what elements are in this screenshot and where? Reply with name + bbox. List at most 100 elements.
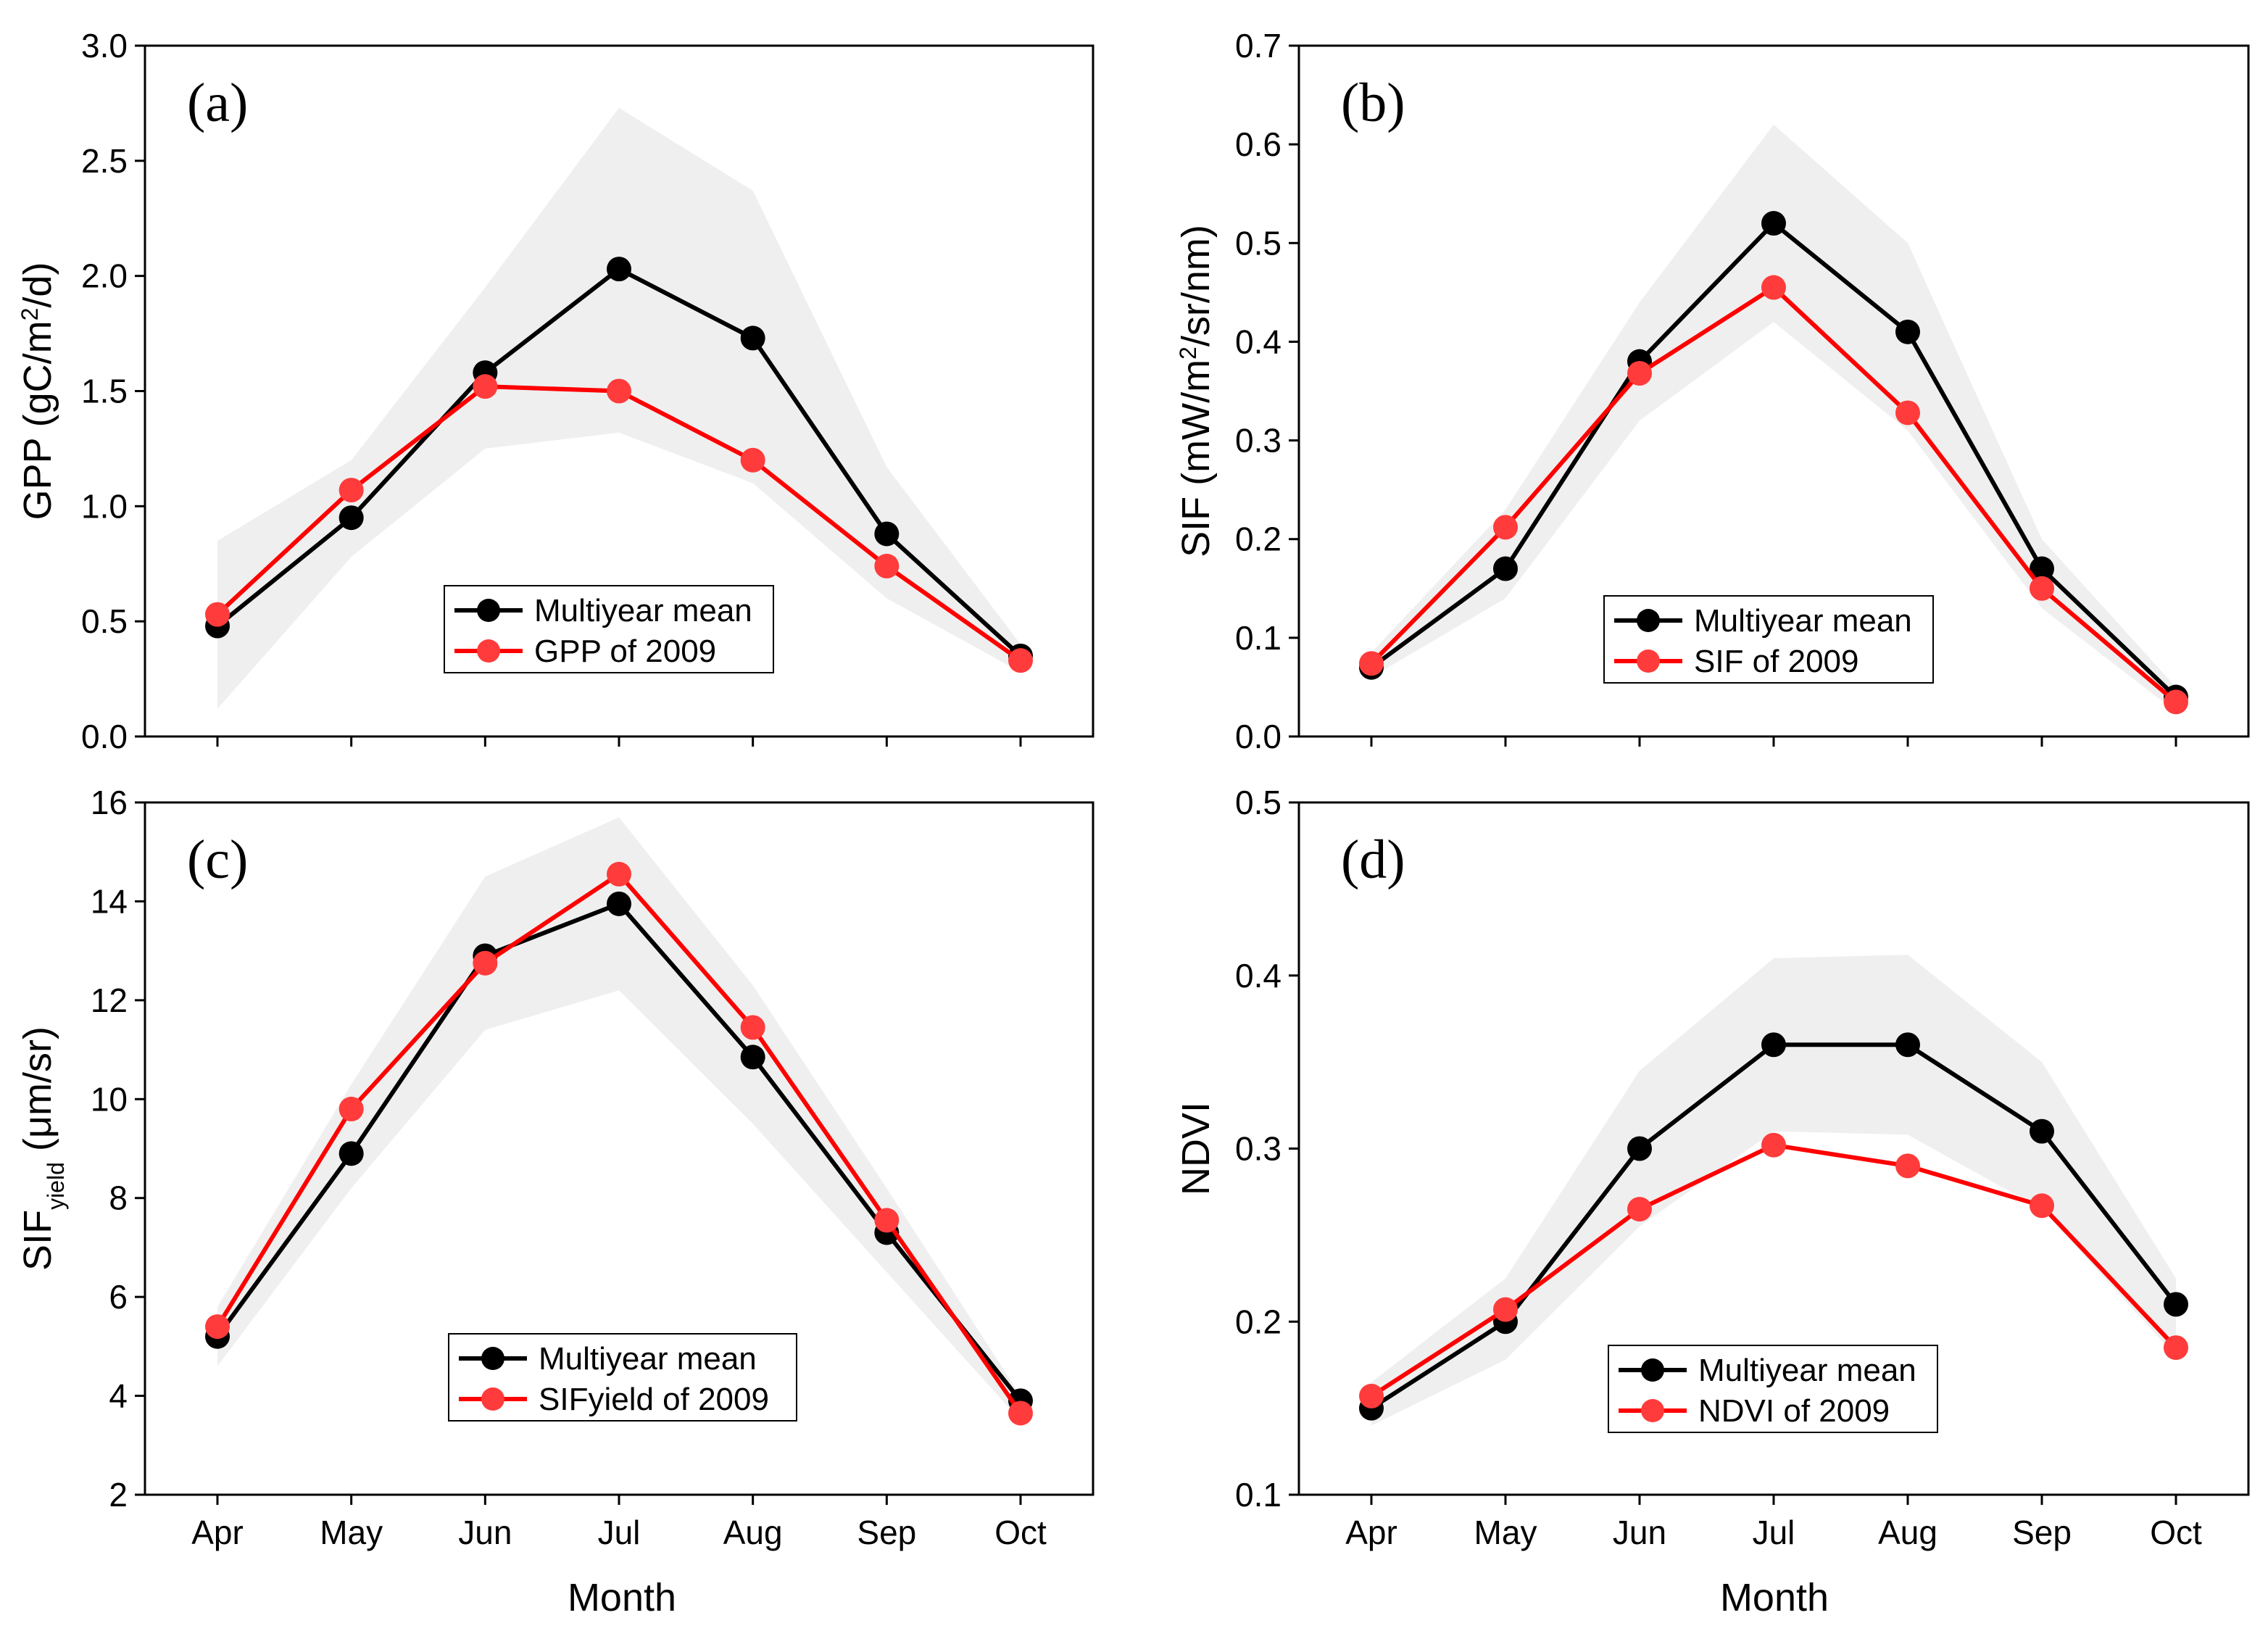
data-point	[205, 1314, 230, 1340]
data-point	[1008, 648, 1033, 673]
series-year-2009	[205, 374, 1033, 673]
data-point	[2030, 1119, 2054, 1144]
series-year-2009	[1359, 1132, 2188, 1408]
chart-panel-b: 0.0 0.1 0.2 0.3 0.4 0.5 0.6 0.7 SIF (mW/m2/sr/nm…	[1174, 27, 2250, 755]
data-point	[607, 861, 631, 887]
legend-marker	[1637, 609, 1660, 632]
legend-label: Multiyear mean	[1694, 603, 1912, 639]
data-point	[338, 1141, 364, 1166]
chart-panel-d: 0.1 0.2 0.3 0.4 0.5 Apr May Jun Jul Aug Sep Oct NDVI…	[1174, 784, 2250, 1551]
variability-band	[217, 107, 1021, 709]
y-tick-label: 0.5	[81, 602, 128, 640]
y-axis-title-main: NDVI	[1174, 1102, 1218, 1195]
y-tick-label: 0.4	[1235, 323, 1282, 360]
x-tick-label: Jul	[1753, 1514, 1795, 1551]
y-tick-label: 0.0	[81, 718, 128, 755]
series-year-2009	[1359, 275, 2188, 715]
data-point	[1761, 1032, 1786, 1058]
y-tick-label: 3.0	[81, 27, 128, 65]
legend-marker	[481, 1387, 504, 1411]
data-point	[1627, 1136, 1652, 1161]
data-point	[1761, 275, 1786, 300]
y-tick-label: 6	[109, 1278, 128, 1316]
data-point	[473, 374, 498, 399]
x-tick-label: Jul	[598, 1514, 641, 1551]
y-tick-label: 8	[109, 1179, 128, 1217]
data-point	[2030, 556, 2054, 581]
x-tick-label: May	[320, 1514, 383, 1551]
y-tick-label: 1.0	[81, 487, 128, 525]
y-axis-title-main: SIF	[16, 1210, 59, 1271]
panel-label: (b)	[1341, 72, 1405, 133]
data-point	[1761, 211, 1786, 236]
series-year-2009	[205, 861, 1033, 1426]
y-tick-label: 4	[109, 1377, 128, 1415]
x-tick-label: Aug	[1878, 1514, 1937, 1551]
legend-box	[444, 585, 774, 673]
y-tick-label: 0.5	[1235, 784, 1282, 821]
legend: Multiyear mean SIF of 2009	[1603, 595, 1934, 684]
legend-box	[448, 1333, 797, 1422]
x-tick-label: Oct	[994, 1514, 1047, 1551]
y-axis-title: GPP (gC/m2/d)	[16, 262, 59, 520]
y-axis-title: SIFyield (μm/sr)	[16, 1026, 69, 1271]
y-tick-label: 0.2	[1235, 1303, 1282, 1340]
legend-label: Multiyear mean	[1698, 1353, 1916, 1388]
x-axis-title-left: Month	[568, 1576, 676, 1619]
y-axis-title-tail: /sr/nm)	[1174, 225, 1218, 346]
legend-marker	[477, 599, 500, 622]
panel-label: (c)	[187, 829, 248, 890]
data-point	[1895, 1032, 1920, 1058]
x-tick-label: Aug	[723, 1514, 783, 1551]
data-point	[740, 447, 765, 473]
y-tick-label: 16	[91, 784, 128, 821]
data-point	[205, 602, 230, 627]
x-tick-label: May	[1474, 1514, 1537, 1551]
data-point	[740, 1045, 765, 1070]
data-point	[1761, 1132, 1786, 1158]
y-tick-label: 0.2	[1235, 520, 1282, 558]
panel-label: (a)	[187, 72, 248, 133]
data-point	[338, 478, 364, 503]
chart-panel-a: 0.0 0.5 1.0 1.5 2.0 2.5 3.0 GPP (gC/m2/d) (a) Mul…	[16, 27, 1094, 755]
y-tick-label: 2.5	[81, 142, 128, 180]
data-point	[1359, 651, 1384, 676]
data-point	[607, 378, 631, 404]
legend: Multiyear mean SIFyield of 2009	[448, 1333, 797, 1422]
legend-label: SIF of 2009	[1694, 644, 1858, 679]
legend-label: Multiyear mean	[539, 1341, 757, 1377]
y-axis-title-main: SIF (mW/m	[1174, 360, 1218, 557]
legend-marker	[481, 1347, 504, 1370]
data-point	[874, 553, 900, 578]
data-point	[1493, 515, 1518, 540]
legend-box	[1608, 1345, 1938, 1433]
legend: Multiyear mean NDVI of 2009	[1608, 1345, 1938, 1433]
x-tick-label: Sep	[2012, 1514, 2072, 1551]
y-tick-label: 0.1	[1235, 619, 1282, 657]
chart-panel-c: 2 4 6 8 10 12 14 16 Apr May Jun Jul Aug Sep Oct SIFyiel…	[16, 784, 1094, 1551]
data-point	[338, 1096, 364, 1121]
x-axis-title-right: Month	[1720, 1576, 1829, 1619]
y-tick-label: 0.5	[1235, 224, 1282, 262]
y-tick-label: 12	[91, 981, 128, 1019]
panel-label: (d)	[1341, 829, 1405, 890]
data-point	[2164, 689, 2188, 715]
y-tick-label: 0.6	[1235, 125, 1282, 163]
data-point	[1008, 1400, 1033, 1426]
variability-band	[1371, 955, 2176, 1426]
data-point	[1895, 319, 1920, 344]
x-tick-label: Jun	[1613, 1514, 1666, 1551]
data-point	[1359, 1383, 1384, 1408]
variability-band	[1371, 124, 2176, 712]
data-point	[338, 505, 364, 531]
legend-marker	[1637, 650, 1660, 673]
legend: Multiyear mean GPP of 2009	[444, 585, 774, 673]
data-point	[607, 891, 631, 916]
data-point	[740, 1015, 765, 1040]
data-point	[1895, 400, 1920, 426]
data-point	[874, 521, 900, 547]
data-point	[2164, 1292, 2188, 1317]
data-point	[1627, 360, 1652, 386]
legend-label: SIFyield of 2009	[539, 1382, 769, 1417]
